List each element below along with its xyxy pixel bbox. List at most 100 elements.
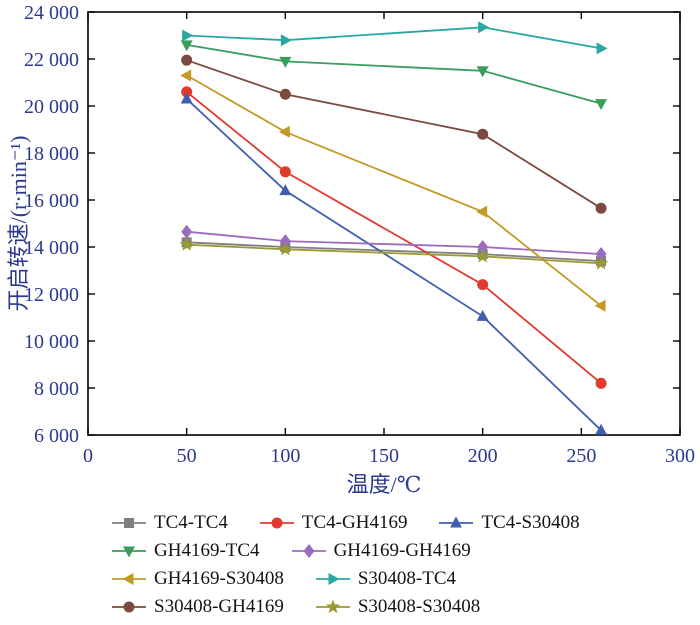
marker-triangle-left (122, 572, 134, 585)
x-tick-label: 250 (566, 445, 596, 467)
marker-square (124, 517, 134, 528)
series-line-S30408-S30408 (186, 243, 602, 265)
legend-marker-triangle-down-icon (112, 546, 146, 557)
marker-triangle-down (180, 40, 193, 52)
marker-star (593, 255, 609, 270)
x-tick-label: 300 (665, 445, 695, 467)
marker-circle (181, 54, 193, 66)
legend-marker-square-icon (112, 517, 146, 528)
legend-row: GH4169-S30408 S30408-TC4 (110, 565, 700, 592)
marker-triangle-left (476, 205, 488, 218)
legend-label: GH4169-TC4 (154, 540, 260, 561)
legend-marker-circle-icon (112, 601, 146, 612)
marker-triangle-left (594, 299, 606, 312)
x-axis-title: 温度/℃ (347, 472, 422, 497)
marker-triangle-right (328, 572, 340, 585)
legend-item-TC4-S30408: TC4-S30408 (437, 512, 580, 533)
y-tick-label: 8 000 (34, 378, 79, 400)
y-axis-title: 开启转速/(r·min⁻¹) (6, 136, 31, 312)
marker-triangle-right (182, 29, 194, 42)
series-line-GH4169-TC4 (186, 44, 602, 105)
legend-label: S30408-TC4 (357, 568, 457, 589)
marker-triangle-down (595, 99, 608, 111)
marker-star (179, 237, 194, 251)
marker-circle (279, 88, 291, 100)
y-tick-label: 16 000 (24, 190, 79, 212)
marker-circle (279, 166, 291, 178)
marker-diamond (303, 543, 315, 558)
marker-triangle-right (280, 34, 292, 47)
marker-triangle-down (279, 56, 292, 68)
legend-item-S30408-S30408: S30408-S30408 (314, 597, 480, 616)
x-tick-label: 150 (369, 445, 399, 467)
marker-circle (477, 279, 489, 291)
x-tick-label: 200 (468, 445, 498, 467)
y-tick-label: 14 000 (24, 237, 79, 259)
y-tick-label: 6 000 (34, 425, 79, 447)
legend-label: TC4-TC4 (154, 512, 228, 533)
legend-item-S30408-TC4: S30408-TC4 (314, 569, 456, 588)
series-line-TC4-GH4169 (186, 91, 602, 384)
marker-star (325, 599, 340, 613)
legend-label: TC4-S30408 (481, 512, 580, 533)
marker-diamond (181, 224, 193, 239)
marker-circle (477, 128, 489, 140)
y-tick-label: 20 000 (24, 96, 79, 118)
legend-label: GH4169-GH4169 (333, 540, 471, 561)
marker-diamond (279, 234, 291, 249)
legend-marker-circle-icon (259, 517, 294, 528)
legend-marker-diamond-icon (291, 543, 326, 558)
y-tick-label: 22 000 (24, 49, 79, 71)
marker-triangle-up (180, 92, 193, 104)
legend-marker-triangle-up-icon (439, 516, 474, 527)
legend-label: TC4-GH4169 (301, 512, 408, 533)
marker-triangle-up (476, 309, 489, 321)
legend-item-S30408-GH4169: S30408-GH4169 (110, 597, 284, 616)
marker-triangle-right (478, 21, 490, 34)
marker-triangle-left (180, 69, 192, 82)
marker-triangle-up (595, 423, 608, 435)
legend-label: S30408-GH4169 (154, 596, 284, 617)
series-line-TC4-S30408 (186, 98, 602, 431)
marker-diamond (477, 240, 489, 254)
y-tick-label: 18 000 (24, 143, 79, 165)
series-line-GH4169-S30408 (186, 74, 602, 307)
y-tick-label: 10 000 (24, 331, 79, 353)
chart: 0 50 100 150 200 250 300 6 000 8 000 10 000 12 000… (6, 2, 695, 497)
marker-triangle-up (279, 184, 292, 196)
marker-circle (123, 601, 135, 612)
x-tick-label: 100 (270, 445, 300, 467)
marker-circle (181, 86, 193, 98)
legend-row: S30408-GH4169 S30408-S30408 (110, 593, 700, 620)
series-line-S30408-GH4169 (186, 59, 602, 209)
legend-marker-star-icon (315, 599, 350, 613)
x-tick-label: 50 (177, 445, 197, 467)
legend-row: TC4-TC4 TC4-GH4169 TC4-S30408 (110, 509, 700, 536)
y-tick-label: 12 000 (24, 284, 79, 306)
y-tick-label: 24 000 (24, 2, 79, 24)
marker-diamond (595, 247, 607, 262)
x-tick-label: 0 (83, 445, 93, 467)
marker-triangle-right (596, 42, 608, 55)
legend-marker-triangle-left-icon (112, 572, 146, 585)
chart-legend: TC4-TC4 TC4-GH4169 TC4-S30408 GH4169-TC4 GH4… (0, 509, 700, 620)
legend-item-GH4169-S30408: GH4169-S30408 (110, 569, 284, 588)
legend-label: S30408-S30408 (357, 596, 481, 617)
legend-item-GH4169-GH4169: GH4169-GH4169 (290, 541, 471, 560)
marker-star (475, 248, 490, 263)
marker-triangle-left (278, 125, 290, 138)
marker-circle (271, 517, 283, 528)
series-line-TC4-TC4 (186, 241, 602, 262)
marker-circle (595, 202, 607, 214)
marker-triangle-down (123, 546, 135, 557)
legend-marker-triangle-right-icon (315, 572, 350, 585)
legend-item-GH4169-TC4: GH4169-TC4 (110, 541, 260, 560)
chart-canvas: 0 50 100 150 200 250 300 6 000 8 000 10 000 12 000… (6, 2, 695, 497)
legend-item-TC4-TC4: TC4-TC4 (110, 513, 228, 532)
series-line-S30408-TC4 (186, 26, 602, 50)
plot-frame (87, 11, 681, 436)
legend-item-TC4-GH4169: TC4-GH4169 (258, 512, 408, 533)
series-line-GH4169-GH4169 (186, 230, 602, 255)
legend-label: GH4169-S30408 (154, 568, 284, 589)
marker-triangle-down (476, 66, 489, 78)
